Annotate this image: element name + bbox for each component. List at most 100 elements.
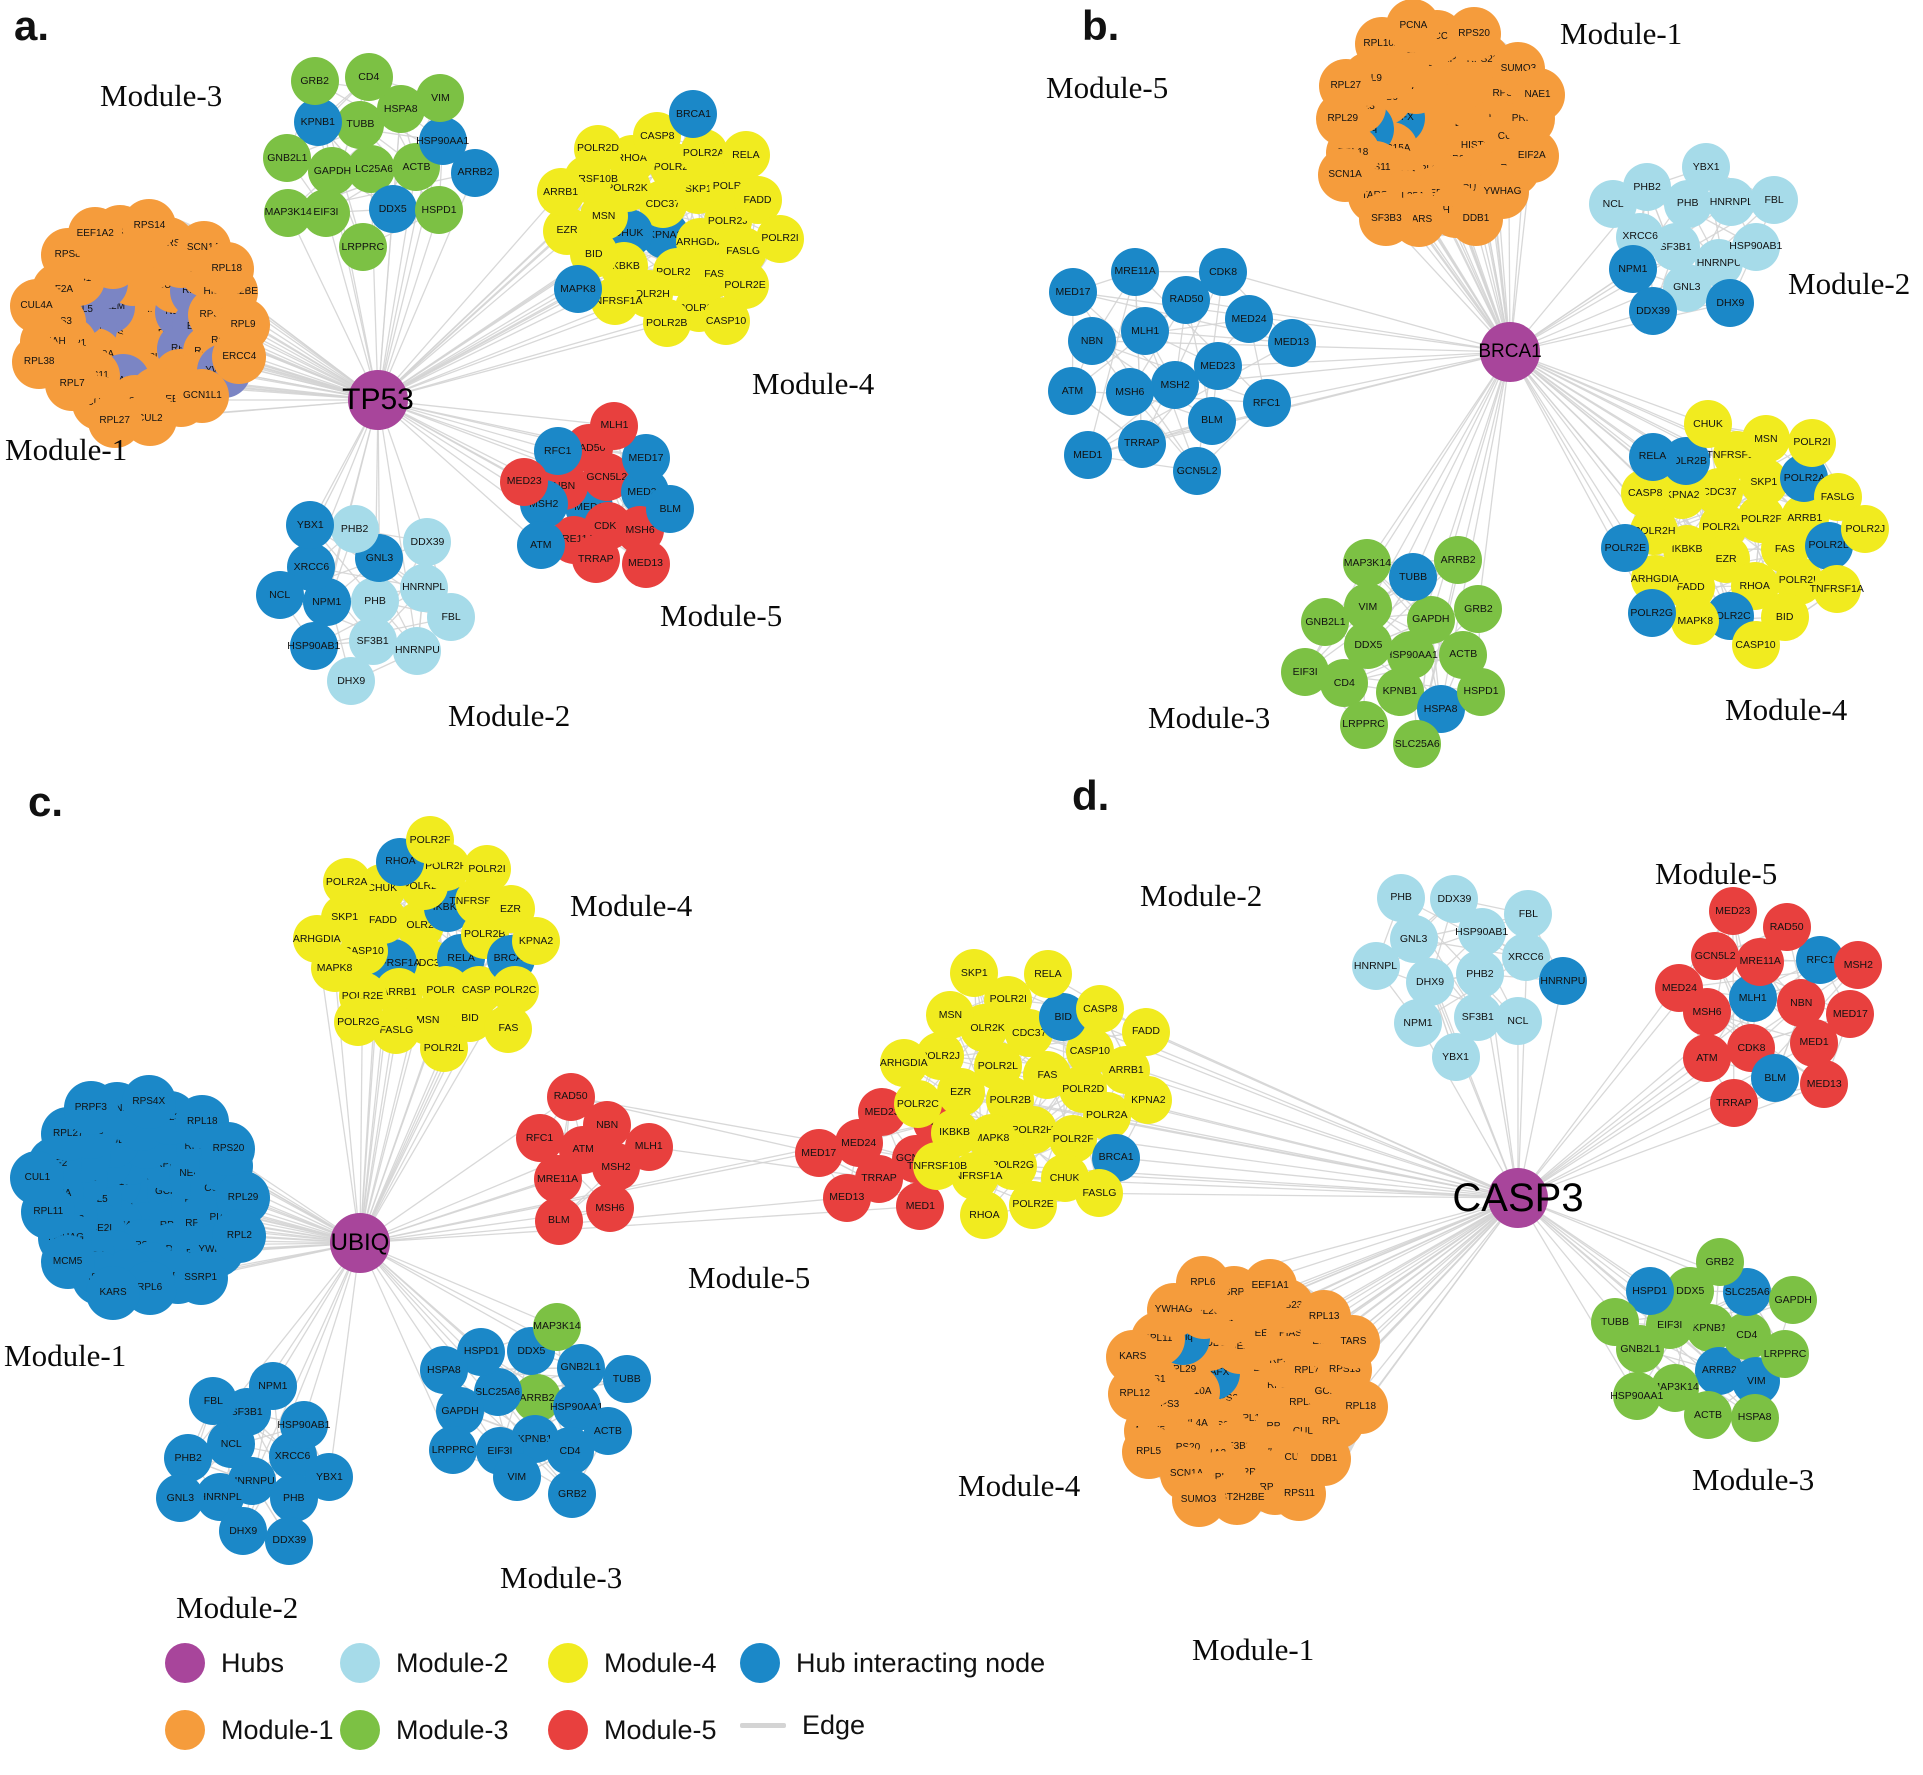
node-NPM1: NPM1 [1394, 998, 1443, 1047]
node-DHX9: DHX9 [1406, 957, 1455, 1006]
node-MED13: MED13 [1800, 1060, 1849, 1109]
node-HNRNPU: HNRNPU [1538, 956, 1587, 1005]
node-RPL27: RPL27 [1318, 59, 1373, 114]
node-DHX9: DHX9 [1706, 278, 1755, 327]
node-RPS20: RPS20 [201, 1121, 256, 1176]
node-EIF2A: EIF2A [1504, 128, 1559, 183]
node-KPNA2: KPNA2 [512, 917, 561, 966]
node-SUMO3: SUMO3 [1171, 1472, 1226, 1527]
node-DDX39: DDX39 [265, 1516, 314, 1565]
node-HSPA8: HSPA8 [419, 1346, 468, 1395]
node-TUBB: TUBB [1389, 553, 1438, 602]
node-TARS: TARS [1326, 1314, 1381, 1369]
legend-label: Module-1 [221, 1714, 334, 1745]
node-FASLG: FASLG [1813, 473, 1862, 522]
node-EEF1A1: EEF1A1 [1243, 1259, 1298, 1314]
node-ARRB1: ARRB1 [536, 167, 585, 216]
node-MSH2: MSH2 [1834, 940, 1883, 989]
node-NPM1: NPM1 [248, 1361, 297, 1410]
node-HSP90AA1: HSP90AA1 [1610, 1372, 1663, 1421]
node-MED24: MED24 [1225, 295, 1274, 344]
node-RFC1: RFC1 [1242, 378, 1291, 427]
legend-swatch-icon [740, 1643, 780, 1683]
node-CDK8: CDK8 [1199, 247, 1248, 296]
node-FBL: FBL [1750, 175, 1799, 224]
node-GNB2L1: GNB2L1 [556, 1343, 605, 1392]
module-label-a-Module-4: Module-4 [752, 366, 875, 401]
legend-item-module-4: Module-4 [548, 1643, 717, 1683]
node-DHX9: DHX9 [219, 1507, 268, 1556]
node-MED13: MED13 [822, 1173, 871, 1222]
legend-item-hub-interacting-node: Hub interacting node [740, 1643, 1045, 1683]
node-DDX5: DDX5 [368, 185, 417, 234]
node-MLH1: MLH1 [1121, 307, 1170, 356]
node-YBX1: YBX1 [286, 501, 335, 550]
module-label-c-Module-4: Module-4 [570, 888, 693, 923]
node-RAD50: RAD50 [1762, 903, 1811, 952]
node-MSH6: MSH6 [585, 1183, 634, 1232]
node-EZR: EZR [543, 206, 592, 255]
node-PHB2: PHB2 [1455, 950, 1504, 999]
module-label-a-Module-1: Module-1 [5, 432, 128, 467]
node-YBX1: YBX1 [305, 1453, 354, 1502]
legend-swatch-icon [165, 1710, 205, 1750]
node-POLR2G: POLR2G [334, 998, 383, 1047]
legend-label: Module-3 [396, 1714, 509, 1745]
module-label-b-Module-2: Module-2 [1788, 266, 1911, 301]
node-MAPK8: MAPK8 [553, 265, 602, 314]
node-HSPD1: HSPD1 [415, 186, 464, 235]
node-MSN: MSN [926, 991, 975, 1040]
node-POLR2I: POLR2I [1788, 418, 1837, 467]
node-RPL6: RPL6 [1175, 1255, 1230, 1310]
node-TNFRSF10B: TNFRSF10B [907, 1141, 967, 1190]
node-POLR2I: POLR2I [463, 844, 511, 893]
node-DDX39: DDX39 [1430, 874, 1479, 923]
node-MRE11A: MRE11A [1111, 247, 1160, 296]
node-POLR2J: POLR2J [1841, 504, 1890, 553]
node-SLC25A6: SLC25A6 [1393, 720, 1442, 769]
node-ARHGDIA: ARHGDIA [879, 1038, 928, 1087]
legend-label: Module-4 [604, 1647, 717, 1678]
node-CHUK: CHUK [1684, 400, 1733, 449]
hub-TP53: TP53 [342, 370, 414, 430]
panel-letter-d: d. [1072, 772, 1110, 819]
node-FAS: FAS [484, 1004, 533, 1053]
node-MSN: MSN [1741, 415, 1790, 464]
node-POLR2E: POLR2E [1601, 524, 1650, 573]
node-NCL: NCL [255, 571, 304, 620]
node-FBL: FBL [427, 593, 476, 642]
node-MLH1: MLH1 [590, 401, 639, 450]
node-GNB2L1: GNB2L1 [263, 133, 312, 182]
node-TUBB: TUBB [602, 1355, 651, 1404]
legend-swatch-icon [548, 1643, 588, 1683]
node-HNRNPU: HNRNPU [393, 626, 442, 675]
node-HSP90AB1: HSP90AB1 [287, 621, 340, 670]
node-GNL3: GNL3 [156, 1473, 205, 1522]
node-GAPDH: GAPDH [1769, 1275, 1818, 1324]
node-MED17: MED17 [794, 1129, 843, 1178]
legend-item-module-3: Module-3 [340, 1710, 509, 1750]
node-HSP90AB1: HSP90AB1 [1729, 222, 1782, 271]
node-MAPK8: MAPK8 [1671, 596, 1720, 645]
node-BRCA1: BRCA1 [669, 90, 718, 139]
edge-sample [740, 1723, 786, 1728]
node-BLM: BLM [1751, 1053, 1800, 1102]
legend-label: Module-5 [604, 1714, 717, 1745]
module-label-b-Module-3: Module-3 [1148, 700, 1271, 735]
node-CUL4A: CUL4A [9, 278, 64, 333]
node-HSPD1: HSPD1 [1457, 667, 1506, 716]
module-label-a-Module-5: Module-5 [660, 598, 783, 633]
node-LRPPRC: LRPPRC [429, 1426, 478, 1475]
module-label-d-Module-5: Module-5 [1655, 856, 1778, 891]
node-GNB2L1: GNB2L1 [1301, 597, 1350, 646]
legend-swatch-icon [340, 1710, 380, 1750]
node-ARHGDIA: ARHGDIA [292, 915, 341, 964]
node-MED24: MED24 [1655, 964, 1704, 1013]
node-PRPF3: PRPF3 [63, 1081, 118, 1136]
node-MED17: MED17 [1049, 267, 1097, 316]
node-FASLG: FASLG [1075, 1169, 1124, 1218]
node-KPNB1: KPNB1 [1375, 667, 1424, 716]
node-NBN: NBN [1067, 316, 1116, 365]
node-POLR2L: POLR2L [419, 1024, 468, 1073]
